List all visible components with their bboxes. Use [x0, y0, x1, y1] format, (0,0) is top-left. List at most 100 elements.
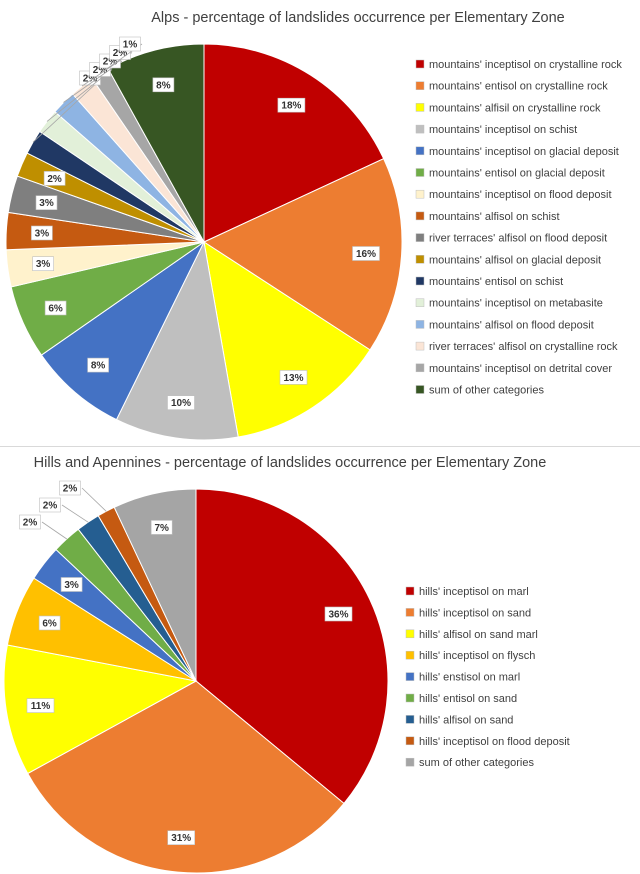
- hills-chart-title: Hills and Apennines - percentage of land…: [34, 455, 547, 471]
- hills-legend-entry: hills' alfisol on sand: [405, 714, 513, 726]
- alps-legend-swatch: [415, 189, 425, 199]
- alps-legend-entry: mountains' alfisil on crystalline rock: [415, 102, 601, 114]
- hills-legend-label: sum of other categories: [419, 757, 534, 769]
- alps-legend-entry: mountains' entisol on glacial deposit: [415, 168, 605, 180]
- chart-divider: [0, 446, 640, 447]
- alps-legend-swatch: [415, 211, 425, 221]
- hills-legend-entry: hills' entisol on sand: [405, 693, 517, 705]
- hills-legend-label: hills' alfisol on sand marl: [419, 629, 538, 641]
- alps-chart-title: Alps - percentage of landslides occurren…: [151, 10, 564, 26]
- alps-legend-swatch: [415, 59, 425, 69]
- hills-pie-chart: Hills and Apennines - percentage of land…: [3, 455, 570, 874]
- hills-legend-swatch: [405, 586, 415, 596]
- alps-legend-entry: mountains' alfisol on schist: [415, 211, 560, 223]
- alps-legend-label: mountains' inceptisol on metabasite: [429, 298, 603, 310]
- alps-data-label-box: [44, 300, 67, 316]
- hills-legend-swatch: [405, 693, 415, 703]
- alps-data-label: 8%: [156, 80, 171, 91]
- alps-data-label-box: [43, 171, 66, 186]
- alps-legend-entry: mountains' inceptisol on flood deposit: [415, 189, 612, 201]
- alps-legend-entry: mountains' inceptisol on crystalline roc…: [415, 59, 622, 71]
- hills-slice-hills-alfisol-on-sand-marl: [3, 644, 198, 775]
- alps-legend-label: mountains' alfisol on flood deposit: [429, 319, 594, 331]
- hills-data-label: 31%: [171, 833, 191, 844]
- alps-legend-label: sum of other categories: [429, 385, 544, 397]
- alps-slice-mountains-alfisil-on-crystalline-rock: [203, 240, 371, 438]
- hills-legend-label: hills' inceptisol on sand: [419, 607, 531, 619]
- alps-legend-swatch: [415, 363, 425, 373]
- alps-legend-entry: mountains' alfisol on glacial deposit: [415, 254, 601, 266]
- hills-legend-label: hills' entisol on sand: [419, 693, 517, 705]
- alps-legend-swatch: [415, 276, 425, 286]
- alps-legend-label: mountains' inceptisol on flood deposit: [429, 189, 612, 201]
- alps-slice-mountains-entisol-on-crystalline-rock: [202, 158, 403, 351]
- alps-legend-swatch: [415, 320, 425, 329]
- alps-legend-label: mountains' alfisil on crystalline rock: [429, 102, 601, 114]
- alps-data-label: 3%: [39, 198, 54, 209]
- alps-data-label: 1%: [123, 40, 138, 51]
- alps-slice-mountains-inceptisol-on-glacial-deposit: [40, 241, 205, 421]
- alps-slice-mountains-inceptisol-on-schist: [115, 240, 239, 441]
- alps-data-label: 8%: [91, 361, 106, 372]
- alps-legend-entry: mountains' alfisol on flood deposit: [415, 319, 594, 331]
- alps-legend-label: mountains' entisol on glacial deposit: [429, 168, 605, 180]
- hills-data-label: 36%: [328, 610, 348, 621]
- hills-legend-swatch: [405, 629, 415, 639]
- hills-leader-line: [61, 504, 89, 523]
- hills-data-label-box: [26, 698, 55, 713]
- hills-data-label-box: [59, 480, 81, 496]
- hills-data-label: 7%: [154, 523, 169, 534]
- hills-data-label-box: [60, 577, 83, 592]
- hills-data-label: 3%: [64, 580, 79, 591]
- hills-data-label-box: [324, 606, 353, 622]
- hills-legend-label: hills' enstisol on marl: [419, 672, 520, 684]
- hills-legend-swatch: [405, 736, 415, 746]
- hills-legend-entry: hills' inceptisol on sand: [405, 607, 531, 619]
- hills-legend-entry: hills' enstisol on marl: [405, 672, 520, 684]
- hills-legend-swatch: [405, 672, 415, 681]
- alps-data-label: 2%: [113, 48, 128, 59]
- hills-data-label-box: [39, 497, 61, 513]
- hills-slice-sum-of-other-categories: [113, 488, 197, 682]
- alps-data-label: 16%: [356, 249, 376, 260]
- hills-data-label: 11%: [31, 701, 51, 712]
- alps-legend-swatch: [415, 146, 425, 156]
- hills-legend-entry: hills' inceptisol on marl: [405, 586, 529, 598]
- alps-legend-label: mountains' alfisol on schist: [429, 211, 560, 223]
- alps-legend-label: mountains' inceptisol on schist: [429, 124, 577, 136]
- alps-data-label: 18%: [281, 101, 301, 112]
- alps-data-label: 3%: [36, 259, 51, 270]
- hills-legend-entry: hills' inceptisol on flysch: [405, 650, 535, 662]
- alps-legend-entry: river terraces' alfisol on crystalline r…: [415, 341, 618, 353]
- alps-legend-entry: mountains' entisol on crystalline rock: [415, 81, 608, 93]
- hills-legend-label: hills' inceptisol on marl: [419, 586, 529, 598]
- hills-legend-entry: sum of other categories: [405, 757, 534, 769]
- alps-leader-line: [32, 77, 103, 143]
- alps-data-label-box: [32, 256, 54, 272]
- hills-data-label: 6%: [42, 619, 57, 630]
- alps-data-label: 3%: [35, 229, 50, 240]
- alps-legend-entry: mountains' entisol on schist: [415, 276, 563, 288]
- hills-legend-entry: hills' alfisol on sand marl: [405, 629, 538, 641]
- alps-legend-label: river terraces' alfisol on crystalline r…: [429, 341, 618, 353]
- alps-data-label: 2%: [93, 65, 108, 76]
- alps-data-label: 13%: [283, 373, 303, 384]
- hills-legend-swatch: [405, 650, 415, 660]
- alps-legend-entry: mountains' inceptisol on glacial deposit: [415, 146, 619, 158]
- alps-legend-entry: river terraces' alfisol on flood deposit: [415, 233, 607, 245]
- alps-data-label: 2%: [47, 174, 62, 185]
- alps-legend-entry: mountains' inceptisol on detrital cover: [415, 363, 612, 375]
- alps-legend-label: mountains' inceptisol on crystalline roc…: [429, 59, 622, 71]
- hills-chart-panel: Hills and Apennines - percentage of land…: [0, 446, 640, 874]
- alps-legend-swatch: [415, 103, 425, 112]
- alps-legend-swatch: [415, 168, 425, 177]
- alps-legend-label: mountains' entisol on schist: [429, 276, 563, 288]
- alps-legend-label: mountains' inceptisol on detrital cover: [429, 363, 612, 375]
- hills-legend-label: hills' alfisol on sand: [419, 714, 513, 726]
- alps-data-label-box: [119, 36, 141, 52]
- alps-legend-entry: mountains' inceptisol on metabasite: [415, 298, 603, 310]
- hills-data-label-box: [167, 830, 195, 846]
- alps-data-label-box: [167, 395, 195, 411]
- alps-legend-swatch: [415, 124, 425, 134]
- alps-leader-line: [46, 69, 113, 122]
